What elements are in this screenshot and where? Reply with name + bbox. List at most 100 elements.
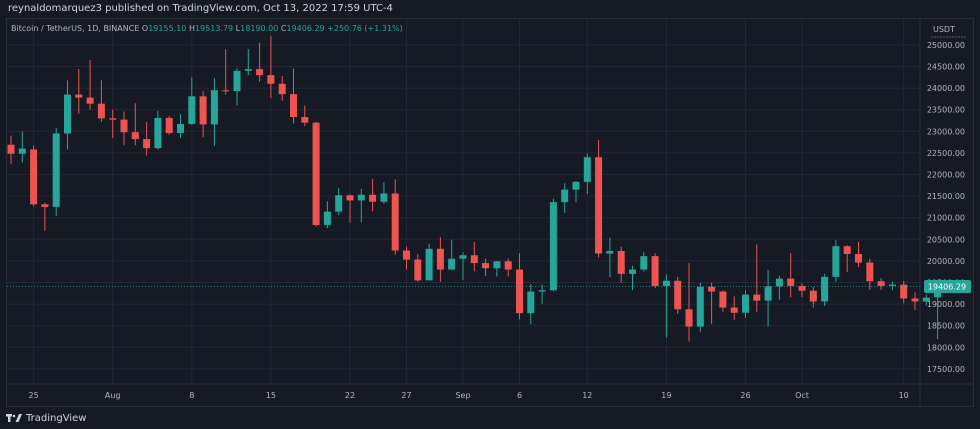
candle-body bbox=[674, 280, 682, 310]
candle-body bbox=[516, 269, 523, 314]
price-axis[interactable]: 17500.0018000.0018500.0019000.0019500.00… bbox=[927, 41, 965, 374]
y-tick-label: 23000.00 bbox=[927, 127, 965, 136]
candle-body bbox=[742, 294, 749, 313]
candle-body bbox=[753, 294, 761, 301]
candle-body bbox=[414, 259, 422, 281]
last-price-tag-text: 19406.29 bbox=[928, 283, 966, 292]
candle-body bbox=[52, 133, 60, 207]
candle-body bbox=[403, 250, 410, 260]
y-tick-label: 17500.00 bbox=[927, 365, 965, 374]
candle-body bbox=[493, 261, 501, 269]
y-tick-label: 25000.00 bbox=[927, 41, 965, 50]
low-value: 18190.00 bbox=[240, 24, 279, 33]
candle-body bbox=[855, 253, 862, 263]
candle-body bbox=[798, 285, 806, 291]
candle-body bbox=[143, 139, 151, 149]
candle-body bbox=[470, 255, 478, 264]
y-tick-label: 24500.00 bbox=[927, 63, 965, 72]
candle-body bbox=[651, 256, 659, 286]
candle-body bbox=[775, 278, 783, 287]
close-label: C bbox=[280, 24, 287, 33]
candle-body bbox=[900, 284, 908, 299]
y-tick-label: 19000.00 bbox=[927, 300, 965, 309]
candle-body bbox=[64, 94, 71, 134]
candle-body bbox=[843, 246, 851, 254]
y-tick-label: 21500.00 bbox=[927, 192, 965, 201]
candle-body bbox=[86, 97, 94, 104]
open-value: 19155.10 bbox=[148, 24, 187, 33]
low-label: L bbox=[235, 24, 241, 33]
change-value: +250.76 (+1.31%) bbox=[327, 24, 403, 33]
candle-body bbox=[685, 309, 693, 327]
candle-body bbox=[719, 291, 727, 308]
x-tick-label: Sep bbox=[455, 391, 470, 400]
y-tick-label: 18000.00 bbox=[927, 343, 965, 352]
grid-lines bbox=[7, 19, 920, 384]
candle-body bbox=[210, 90, 218, 125]
candle-body bbox=[131, 132, 139, 140]
candle-body bbox=[75, 94, 83, 98]
chart-panel[interactable]: 17500.0018000.0018500.0019000.0019500.00… bbox=[6, 18, 974, 407]
candle-body bbox=[832, 246, 840, 277]
candle-body bbox=[335, 195, 343, 212]
last-price-tag-bg bbox=[924, 280, 971, 294]
candle-body bbox=[595, 157, 603, 254]
candle-body bbox=[290, 94, 297, 118]
y-tick-label: 23500.00 bbox=[927, 106, 965, 115]
candle-body bbox=[425, 248, 433, 281]
y-tick-label: 22500.00 bbox=[927, 149, 965, 158]
candle-body bbox=[346, 195, 354, 201]
x-tick-label: 8 bbox=[189, 391, 194, 400]
candle-body bbox=[369, 194, 377, 202]
candle-body bbox=[821, 276, 829, 302]
candle-body bbox=[629, 269, 636, 274]
candle-body bbox=[787, 278, 795, 286]
time-axis[interactable]: 25 Aug 8 15 22 27 Sep 6 12 19 26 Oct 10 bbox=[29, 391, 909, 400]
high-value: 19513.79 bbox=[194, 24, 234, 33]
published-info: reynaldomarquez3 published on TradingVie… bbox=[8, 3, 393, 14]
candlestick-chart[interactable]: 17500.0018000.0018500.0019000.0019500.00… bbox=[7, 19, 973, 406]
y-tick-label: 21000.00 bbox=[927, 214, 965, 223]
candle-body bbox=[617, 250, 625, 274]
candle-body bbox=[301, 117, 309, 123]
x-tick-label: 15 bbox=[266, 391, 276, 400]
candle-body bbox=[436, 248, 444, 270]
candle-body bbox=[527, 291, 535, 314]
candle-body bbox=[640, 256, 648, 270]
brand-name: TradingView bbox=[26, 412, 87, 424]
candle-body bbox=[267, 75, 275, 84]
x-tick-label: 26 bbox=[740, 391, 750, 400]
candle-body bbox=[41, 204, 49, 207]
candle-body bbox=[708, 286, 716, 292]
candle-body bbox=[549, 202, 557, 291]
x-tick-label: Oct bbox=[795, 391, 809, 400]
candle-body bbox=[538, 290, 546, 292]
candle-body bbox=[662, 280, 670, 286]
tradingview-logo-icon bbox=[6, 414, 22, 422]
publish-bar: reynaldomarquez3 published on TradingVie… bbox=[0, 0, 980, 18]
candle-body bbox=[188, 96, 196, 124]
footer-brand[interactable]: TradingView bbox=[6, 409, 306, 427]
x-tick-label: 27 bbox=[401, 391, 411, 400]
candle-body bbox=[877, 281, 885, 286]
x-tick-label: 19 bbox=[661, 391, 671, 400]
candle-body bbox=[233, 70, 241, 92]
candle-body bbox=[922, 297, 930, 302]
candle-body bbox=[97, 103, 105, 119]
high-label: H bbox=[188, 24, 195, 33]
x-tick-label: 6 bbox=[517, 391, 522, 400]
open-label: O bbox=[141, 24, 149, 33]
candle-body bbox=[561, 189, 569, 203]
candle-body bbox=[278, 83, 286, 95]
candle-body bbox=[380, 193, 388, 202]
candle-body bbox=[866, 262, 874, 282]
candle-body bbox=[120, 119, 128, 133]
x-tick-label: 12 bbox=[582, 391, 592, 400]
candle-body bbox=[459, 255, 467, 259]
y-tick-label: 18500.00 bbox=[927, 322, 965, 331]
candle-body bbox=[222, 90, 230, 92]
candle-body bbox=[357, 194, 365, 201]
candle-body bbox=[154, 117, 162, 149]
candle-body bbox=[244, 69, 252, 71]
last-price-tag: 19406.29 bbox=[924, 280, 971, 294]
